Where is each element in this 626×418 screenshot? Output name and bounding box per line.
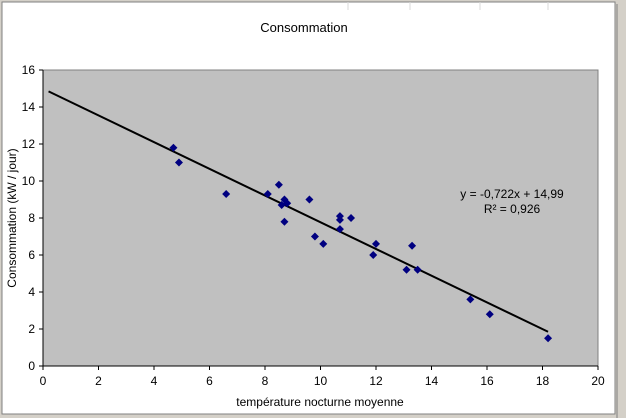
data-point[interactable] bbox=[402, 265, 411, 274]
data-point[interactable] bbox=[319, 239, 328, 248]
x-tick-label: 4 bbox=[151, 374, 158, 388]
y-tick-label: 10 bbox=[22, 174, 36, 188]
data-point[interactable] bbox=[263, 189, 272, 198]
data-point[interactable] bbox=[413, 265, 422, 274]
data-point[interactable] bbox=[310, 232, 319, 241]
x-tick-label: 14 bbox=[425, 374, 439, 388]
y-tick-label: 4 bbox=[28, 285, 35, 299]
data-point[interactable] bbox=[305, 195, 314, 204]
x-tick-label: 8 bbox=[262, 374, 269, 388]
x-tick-label: 16 bbox=[480, 374, 494, 388]
data-point[interactable] bbox=[222, 189, 231, 198]
plot-area[interactable] bbox=[42, 69, 599, 367]
x-tick-label: 18 bbox=[536, 374, 550, 388]
data-point[interactable] bbox=[335, 215, 344, 224]
data-point[interactable] bbox=[283, 199, 292, 208]
y-tick-label: 2 bbox=[28, 322, 35, 336]
data-point[interactable] bbox=[369, 251, 378, 259]
data-point[interactable] bbox=[466, 295, 475, 304]
x-tick-label: 2 bbox=[95, 374, 102, 388]
data-point[interactable] bbox=[408, 241, 417, 250]
data-point[interactable] bbox=[169, 143, 178, 152]
y-tick-label: 14 bbox=[22, 100, 36, 114]
data-point[interactable] bbox=[174, 158, 183, 167]
data-point[interactable] bbox=[544, 334, 553, 343]
x-tick-label: 10 bbox=[314, 374, 328, 388]
y-tick-label: 0 bbox=[28, 359, 35, 373]
data-point[interactable] bbox=[372, 239, 380, 248]
y-tick-label: 12 bbox=[22, 137, 36, 151]
trendline bbox=[48, 90, 549, 333]
x-axis-title: température nocturne moyenne bbox=[236, 395, 404, 409]
trendline-equation: y = -0,722x + 14,99 bbox=[460, 187, 564, 201]
x-tick-label: 0 bbox=[40, 374, 47, 388]
data-point[interactable] bbox=[335, 225, 344, 234]
data-points bbox=[169, 143, 553, 343]
y-tick-label: 8 bbox=[28, 211, 35, 225]
chart-title: Consommation bbox=[260, 20, 347, 35]
x-tick-label: 20 bbox=[591, 374, 605, 388]
y-axis-title: Consommation (kW / jour) bbox=[5, 148, 19, 287]
x-tick-label: 6 bbox=[206, 374, 213, 388]
x-tick-label: 12 bbox=[369, 374, 383, 388]
x-axis-ticks: 0 2 4 6 8 10 12 14 16 18 20 bbox=[40, 366, 605, 388]
y-tick-label: 6 bbox=[28, 248, 35, 262]
data-point[interactable] bbox=[280, 217, 289, 226]
data-point[interactable] bbox=[485, 310, 494, 319]
y-axis-ticks: 0 2 4 6 8 10 12 14 16 bbox=[22, 63, 43, 373]
y-tick-label: 16 bbox=[22, 63, 36, 77]
trendline-r-squared: R² = 0,926 bbox=[484, 202, 541, 216]
data-point[interactable] bbox=[347, 214, 356, 222]
data-point[interactable] bbox=[274, 180, 283, 189]
